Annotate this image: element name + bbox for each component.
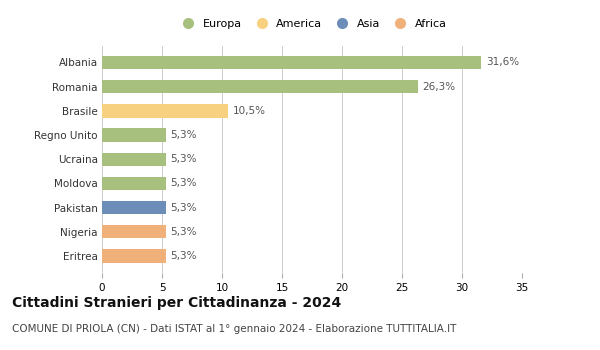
Bar — [102, 225, 166, 238]
Bar — [102, 177, 166, 190]
Bar — [102, 201, 166, 214]
Text: 5,3%: 5,3% — [170, 130, 197, 140]
Bar — [102, 128, 166, 142]
Text: 5,3%: 5,3% — [170, 203, 197, 213]
Bar — [102, 80, 418, 93]
Text: COMUNE DI PRIOLA (CN) - Dati ISTAT al 1° gennaio 2024 - Elaborazione TUTTITALIA.: COMUNE DI PRIOLA (CN) - Dati ISTAT al 1°… — [12, 324, 457, 334]
Text: Cittadini Stranieri per Cittadinanza - 2024: Cittadini Stranieri per Cittadinanza - 2… — [12, 296, 341, 310]
Text: 10,5%: 10,5% — [233, 106, 266, 116]
Bar — [102, 249, 166, 262]
Text: 5,3%: 5,3% — [170, 227, 197, 237]
Bar — [102, 104, 228, 118]
Legend: Europa, America, Asia, Africa: Europa, America, Asia, Africa — [177, 19, 447, 29]
Bar — [102, 56, 481, 69]
Bar — [102, 153, 166, 166]
Text: 26,3%: 26,3% — [422, 82, 455, 92]
Text: 31,6%: 31,6% — [486, 57, 519, 68]
Text: 5,3%: 5,3% — [170, 154, 197, 164]
Text: 5,3%: 5,3% — [170, 178, 197, 188]
Text: 5,3%: 5,3% — [170, 251, 197, 261]
